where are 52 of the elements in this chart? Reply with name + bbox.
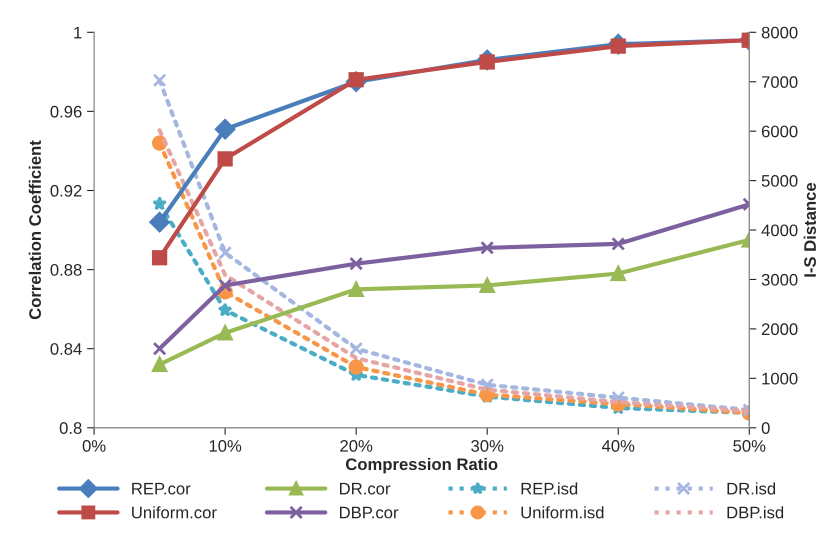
y2-tick-label: 5000 [762,175,798,187]
point [610,266,626,282]
y2-axis-title: I-S Distance [804,182,816,277]
point [149,212,170,232]
point [152,73,167,88]
legend-label: DBP.cor [340,506,398,518]
point [214,118,236,140]
y-tick-label: 0.92 [50,184,82,197]
point [348,359,364,375]
y2-tick-label: 3000 [762,274,798,286]
point [218,278,232,292]
legend-label: REP.cor [132,482,190,495]
legend-label: DBP.isd [728,506,784,518]
point [218,246,232,260]
point [217,325,233,340]
point [349,342,364,356]
x-tick-label: 10% [210,440,242,452]
x-tick-label: 0% [82,440,106,452]
point [480,278,495,294]
y2-tick-label: 6000 [762,126,798,138]
y2-tick-label: 1000 [762,372,798,385]
y2-tick-label: 7000 [762,76,798,88]
y-tick-label: 0.84 [50,343,82,355]
x-tick-label: 30% [471,440,504,452]
y2-tick-label: 0 [762,422,770,434]
x-tick-label: 50% [733,440,766,452]
legend-label: DR.isd [728,482,776,495]
point [218,302,232,317]
point [152,342,167,356]
y2-tick-label: 8000 [762,26,798,39]
x-tick-label: 20% [340,440,372,452]
point [611,236,626,251]
y2-tick-label: 4000 [761,224,798,236]
y-tick-label: 0.88 [50,264,82,276]
point [480,240,494,255]
x-tick-label: 40% [602,440,634,452]
point [152,196,167,210]
y-tick-label: 0.96 [50,106,82,118]
point [152,250,168,266]
x-axis-title: Compression Ratio [346,458,498,474]
legend-label: Uniform.cor [132,506,217,518]
y-axis-title: Correlation Coefficient [28,140,41,320]
y2-tick-label: 2000 [762,323,798,336]
y-tick-label: 0.8 [60,422,82,434]
y-tick-label: 1 [74,26,82,38]
point [217,151,233,166]
point [152,356,168,372]
legend-label: Uniform.isd [521,506,604,518]
point [349,256,364,271]
legend-label: REP.isd [522,482,578,495]
point [348,282,364,297]
legend-label: DR.cor [340,482,390,495]
